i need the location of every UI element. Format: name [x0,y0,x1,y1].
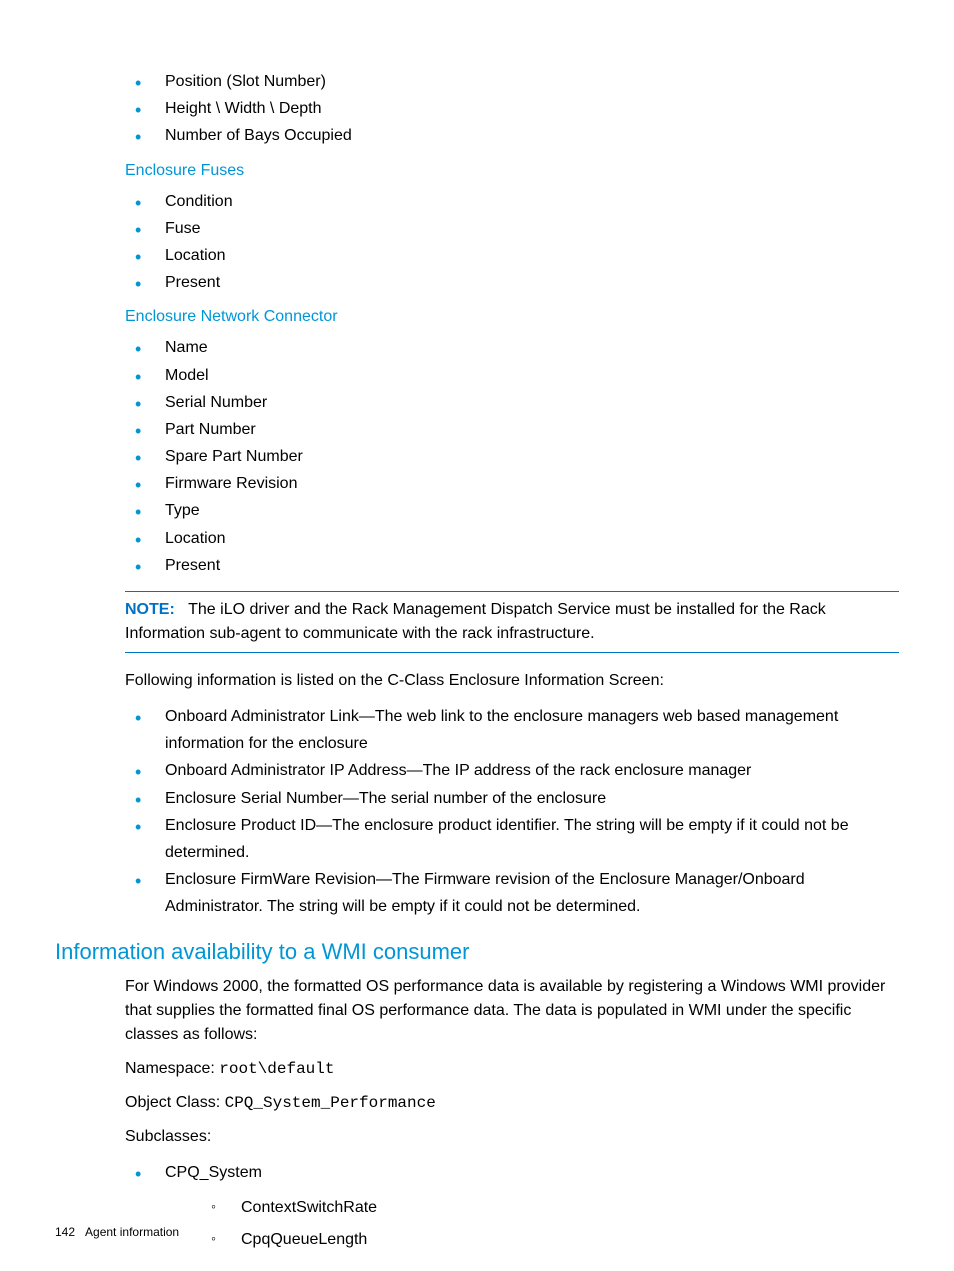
subclasses-label: Subclasses: [125,1125,899,1149]
list-item: Condition [125,188,899,215]
note-label: NOTE: [125,601,175,618]
following-para: Following information is listed on the C… [125,669,899,693]
footer-title: Agent information [85,1225,179,1239]
list-item: Number of Bays Occupied [125,122,899,149]
subclass-children: ContextSwitchRate CpqQueueLength [205,1192,899,1256]
note-box: NOTE: The iLO driver and the Rack Manage… [125,591,899,653]
wmi-heading: Information availability to a WMI consum… [55,939,899,965]
list-item: Location [125,525,899,552]
subclasses-list: CPQ_System ContextSwitchRate CpqQueueLen… [125,1159,899,1256]
list-item: Type [125,497,899,524]
list-item: CPQ_System ContextSwitchRate CpqQueueLen… [125,1159,899,1256]
namespace-line: Namespace: root\default [125,1057,899,1081]
list-item: Onboard Administrator Link—The web link … [125,703,899,757]
namespace-value: root\default [219,1060,334,1078]
note-text: The iLO driver and the Rack Management D… [125,601,826,642]
page-footer: 142 Agent information [55,1225,179,1239]
top-bullet-list: Position (Slot Number) Height \ Width \ … [125,68,899,150]
list-item: Fuse [125,215,899,242]
subclass-name: CPQ_System [165,1164,262,1181]
list-item: Position (Slot Number) [125,68,899,95]
list-item: Height \ Width \ Depth [125,95,899,122]
list-item: Location [125,242,899,269]
section-heading-network: Enclosure Network Connector [125,308,899,326]
list-item: Present [125,269,899,296]
page-number: 142 [55,1225,75,1239]
objectclass-label: Object Class: [125,1094,225,1111]
sub-list-item: CpqQueueLength [205,1224,899,1256]
list-item: Name [125,334,899,361]
list-item: Enclosure FirmWare Revision—The Firmware… [125,866,899,920]
list-item: Part Number [125,416,899,443]
list-item: Onboard Administrator IP Address—The IP … [125,757,899,784]
list-item: Firmware Revision [125,470,899,497]
list-item: Model [125,362,899,389]
section-heading-fuses: Enclosure Fuses [125,162,899,180]
cclass-list: Onboard Administrator Link—The web link … [125,703,899,921]
list-item: Enclosure Serial Number—The serial numbe… [125,785,899,812]
wmi-content: For Windows 2000, the formatted OS perfo… [125,975,899,1256]
list-item: Spare Part Number [125,443,899,470]
objectclass-line: Object Class: CPQ_System_Performance [125,1091,899,1115]
namespace-label: Namespace: [125,1060,219,1077]
list-item: Enclosure Product ID—The enclosure produ… [125,812,899,866]
network-list: Name Model Serial Number Part Number Spa… [125,334,899,579]
fuses-list: Condition Fuse Location Present [125,188,899,297]
wmi-para: For Windows 2000, the formatted OS perfo… [125,975,899,1047]
doc-content: Position (Slot Number) Height \ Width \ … [125,68,899,921]
objectclass-value: CPQ_System_Performance [225,1094,436,1112]
list-item: Serial Number [125,389,899,416]
sub-list-item: ContextSwitchRate [205,1192,899,1224]
list-item: Present [125,552,899,579]
